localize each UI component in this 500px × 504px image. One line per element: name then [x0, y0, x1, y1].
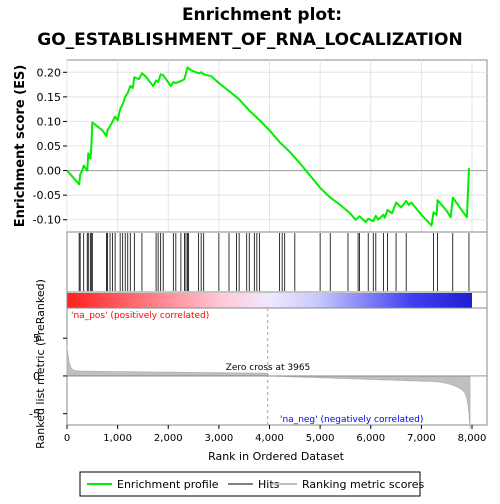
- chart-title-line1: Enrichment plot:: [182, 5, 342, 25]
- hits-panel-frame: [66, 231, 488, 293]
- x-tick-label: 8,000: [458, 433, 487, 444]
- x-tick-label: 4,000: [255, 433, 284, 444]
- es-axis-ticks: -0.10 -0.05 0.00 0.05 0.10 0.15 0.20: [33, 66, 67, 227]
- rank-panel-frame: [66, 307, 488, 426]
- es-gridlines: [66, 60, 487, 232]
- x-tick-label: 1,000: [103, 433, 132, 444]
- es-tick-label: 0.15: [37, 91, 62, 104]
- ranking-color-bar: [67, 293, 472, 308]
- es-tick-label: -0.05: [33, 189, 61, 202]
- x-axis-label: Rank in Ordered Dataset: [208, 450, 345, 463]
- enrichment-profile-layer: [66, 66, 470, 227]
- rank-tick-label: 5: [33, 332, 40, 345]
- x-tick-label: 0: [64, 433, 70, 444]
- enrichment-profile-line: [66, 66, 470, 227]
- es-tick-label: 0.05: [37, 140, 62, 153]
- x-tick-label: 5,000: [306, 433, 335, 444]
- rank-tick-label: -5: [29, 408, 40, 421]
- x-tick-label: 7,000: [407, 433, 436, 444]
- zero-cross-label: Zero cross at 3965: [226, 363, 311, 373]
- legend: Enrichment profile Hits Ranking metric s…: [79, 471, 424, 497]
- chart-title-line2: GO_ESTABLISHMENT_OF_RNA_LOCALIZATION: [37, 30, 462, 50]
- legend-hits-label: Hits: [258, 478, 280, 491]
- rank-tick-label: 0: [33, 370, 40, 383]
- es-tick-label: 0.10: [37, 115, 62, 128]
- rank-axis-label: Ranked list metric (PreRanked): [34, 279, 47, 449]
- rank-axis-ticks: -5 0 5: [29, 332, 67, 421]
- ranking-metric-layer: [66, 308, 487, 429]
- x-axis-ticks: 0 1,000 2,000 3,000 4,000 5,000 6,000 7,000 8,00…: [64, 425, 487, 444]
- pos-correlation-label: 'na_pos' (positively correlated): [71, 311, 209, 321]
- x-tick-label: 3,000: [205, 433, 234, 444]
- es-axis-label: Enrichment score (ES): [13, 65, 28, 228]
- legend-enrichment-label: Enrichment profile: [117, 478, 219, 491]
- legend-ranking-label: Ranking metric scores: [302, 478, 424, 491]
- x-tick-label: 6,000: [356, 433, 385, 444]
- es-tick-label: 0.20: [37, 66, 62, 79]
- es-tick-label: -0.10: [33, 214, 61, 227]
- neg-correlation-label: 'na_neg' (negatively correlated): [280, 415, 423, 425]
- es-tick-label: 0.00: [37, 165, 62, 178]
- hits-layer: [78, 233, 470, 291]
- x-tick-label: 2,000: [154, 433, 183, 444]
